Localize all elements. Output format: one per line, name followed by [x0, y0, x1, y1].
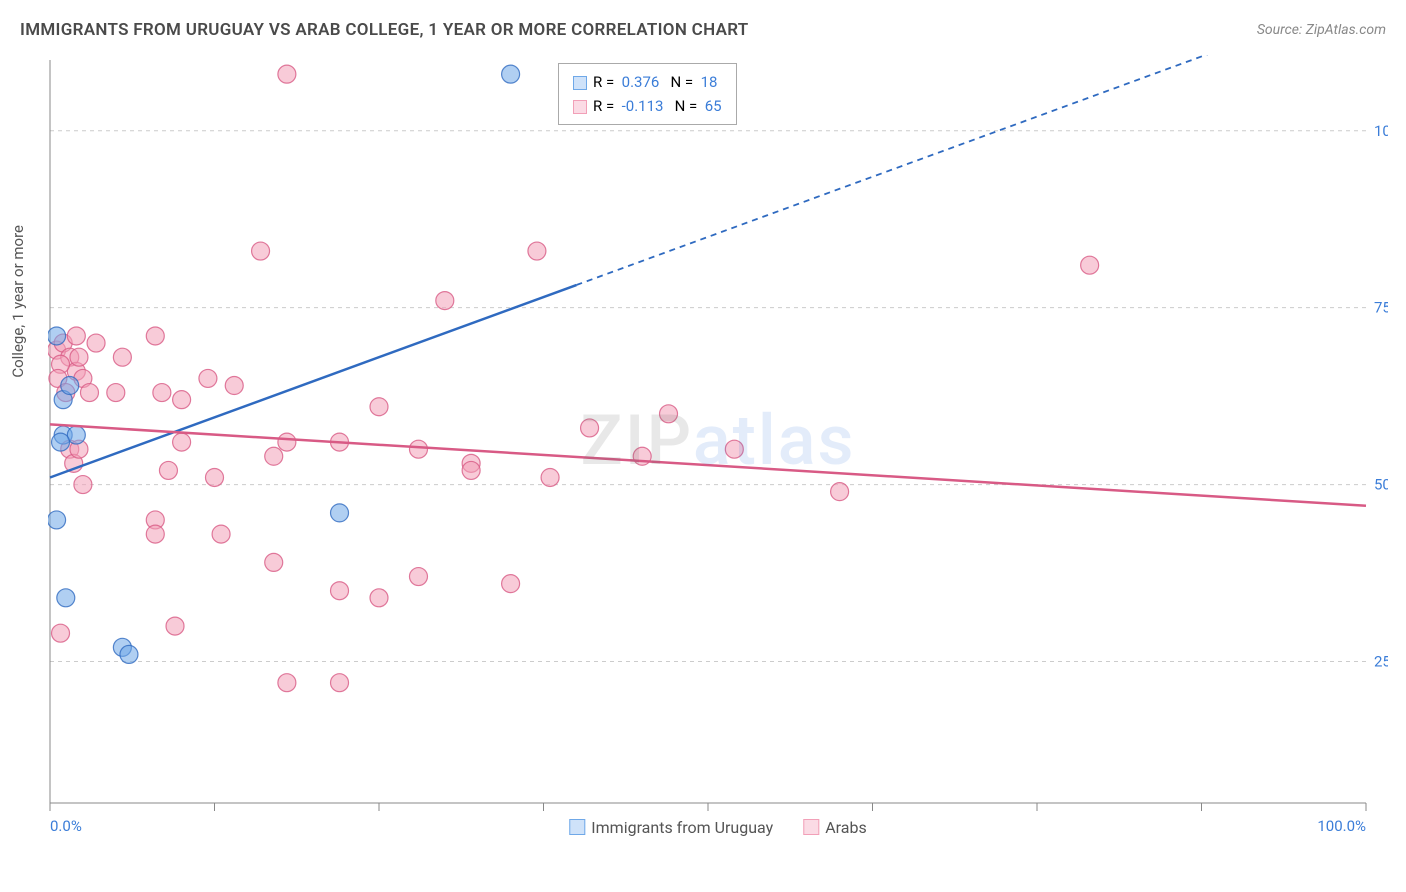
- data-point: [70, 348, 88, 366]
- data-point: [660, 405, 678, 423]
- legend-swatch: [573, 76, 587, 90]
- data-point: [462, 461, 480, 479]
- data-point: [409, 568, 427, 586]
- chart-title: IMMIGRANTS FROM URUGUAY VS ARAB COLLEGE,…: [20, 20, 749, 40]
- y-tick-label: 50.0%: [1374, 476, 1388, 494]
- data-point: [87, 334, 105, 352]
- source-label: Source: ZipAtlas.com: [1257, 22, 1386, 38]
- bottom-legend-item: Arabs: [803, 818, 867, 837]
- data-point: [265, 553, 283, 571]
- data-point: [331, 674, 349, 692]
- legend-r-value: -0.113: [622, 97, 664, 115]
- data-point: [278, 433, 296, 451]
- data-point: [370, 398, 388, 416]
- data-point: [159, 461, 177, 479]
- x-tick-label-right: 100.0%: [1317, 817, 1366, 835]
- data-point: [409, 440, 427, 458]
- bottom-legend-label: Immigrants from Uruguay: [591, 818, 773, 837]
- data-point: [278, 65, 296, 83]
- data-point: [581, 419, 599, 437]
- x-tick-label-left: 0.0%: [50, 817, 82, 835]
- data-point: [528, 242, 546, 260]
- data-point: [52, 433, 70, 451]
- data-point: [225, 377, 243, 395]
- data-point: [146, 525, 164, 543]
- data-point: [52, 624, 70, 642]
- data-point: [120, 645, 138, 663]
- data-point: [199, 369, 217, 387]
- data-point: [61, 377, 79, 395]
- y-tick-label: 100.0%: [1374, 122, 1388, 140]
- data-point: [502, 575, 520, 593]
- legend-r-label: R =: [593, 73, 622, 91]
- data-point: [725, 440, 743, 458]
- data-point: [541, 468, 559, 486]
- header: IMMIGRANTS FROM URUGUAY VS ARAB COLLEGE,…: [20, 20, 1386, 40]
- y-tick-label: 75.0%: [1374, 299, 1388, 317]
- data-point: [370, 589, 388, 607]
- legend-swatch: [803, 819, 819, 835]
- legend-r-value: 0.376: [622, 73, 660, 91]
- data-point: [831, 483, 849, 501]
- data-point: [107, 384, 125, 402]
- data-point: [265, 447, 283, 465]
- data-point: [80, 384, 98, 402]
- legend-n-label: N =: [663, 97, 704, 115]
- data-point: [67, 327, 85, 345]
- data-point: [153, 384, 171, 402]
- legend-n-value: 65: [705, 97, 722, 115]
- data-point: [57, 589, 75, 607]
- data-point: [113, 348, 131, 366]
- legend-stat-row: R = -0.113 N = 65: [573, 94, 722, 118]
- y-axis-label: College, 1 year or more: [9, 225, 27, 378]
- data-point: [206, 468, 224, 486]
- data-point: [252, 242, 270, 260]
- data-point: [48, 327, 66, 345]
- data-point: [331, 582, 349, 600]
- chart-area: College, 1 year or more 25.0%50.0%75.0%1…: [48, 55, 1388, 835]
- data-point: [146, 327, 164, 345]
- legend-n-label: N =: [659, 73, 700, 91]
- scatter-plot-svg: 25.0% 50.0% 75.0% 100.0% 0.0% 100.0%: [48, 55, 1388, 835]
- data-point: [212, 525, 230, 543]
- data-point: [502, 65, 520, 83]
- y-tick-label: 25.0%: [1374, 652, 1388, 670]
- data-point: [173, 391, 191, 409]
- legend-swatch: [573, 100, 587, 114]
- bottom-legend-item: Immigrants from Uruguay: [569, 818, 773, 837]
- data-point: [278, 674, 296, 692]
- bottom-legend: Immigrants from Uruguay Arabs: [569, 818, 866, 837]
- data-point: [173, 433, 191, 451]
- data-point: [1081, 256, 1099, 274]
- legend-stat-row: R = 0.376 N = 18: [573, 70, 722, 94]
- legend-n-value: 18: [701, 73, 718, 91]
- data-point: [74, 476, 92, 494]
- data-point: [331, 504, 349, 522]
- legend-r-label: R =: [593, 97, 622, 115]
- data-point: [436, 292, 454, 310]
- legend-stats-box: R = 0.376 N = 18R = -0.113 N = 65: [558, 63, 737, 125]
- data-point: [48, 511, 66, 529]
- bottom-legend-label: Arabs: [825, 818, 867, 837]
- data-point: [166, 617, 184, 635]
- legend-swatch: [569, 819, 585, 835]
